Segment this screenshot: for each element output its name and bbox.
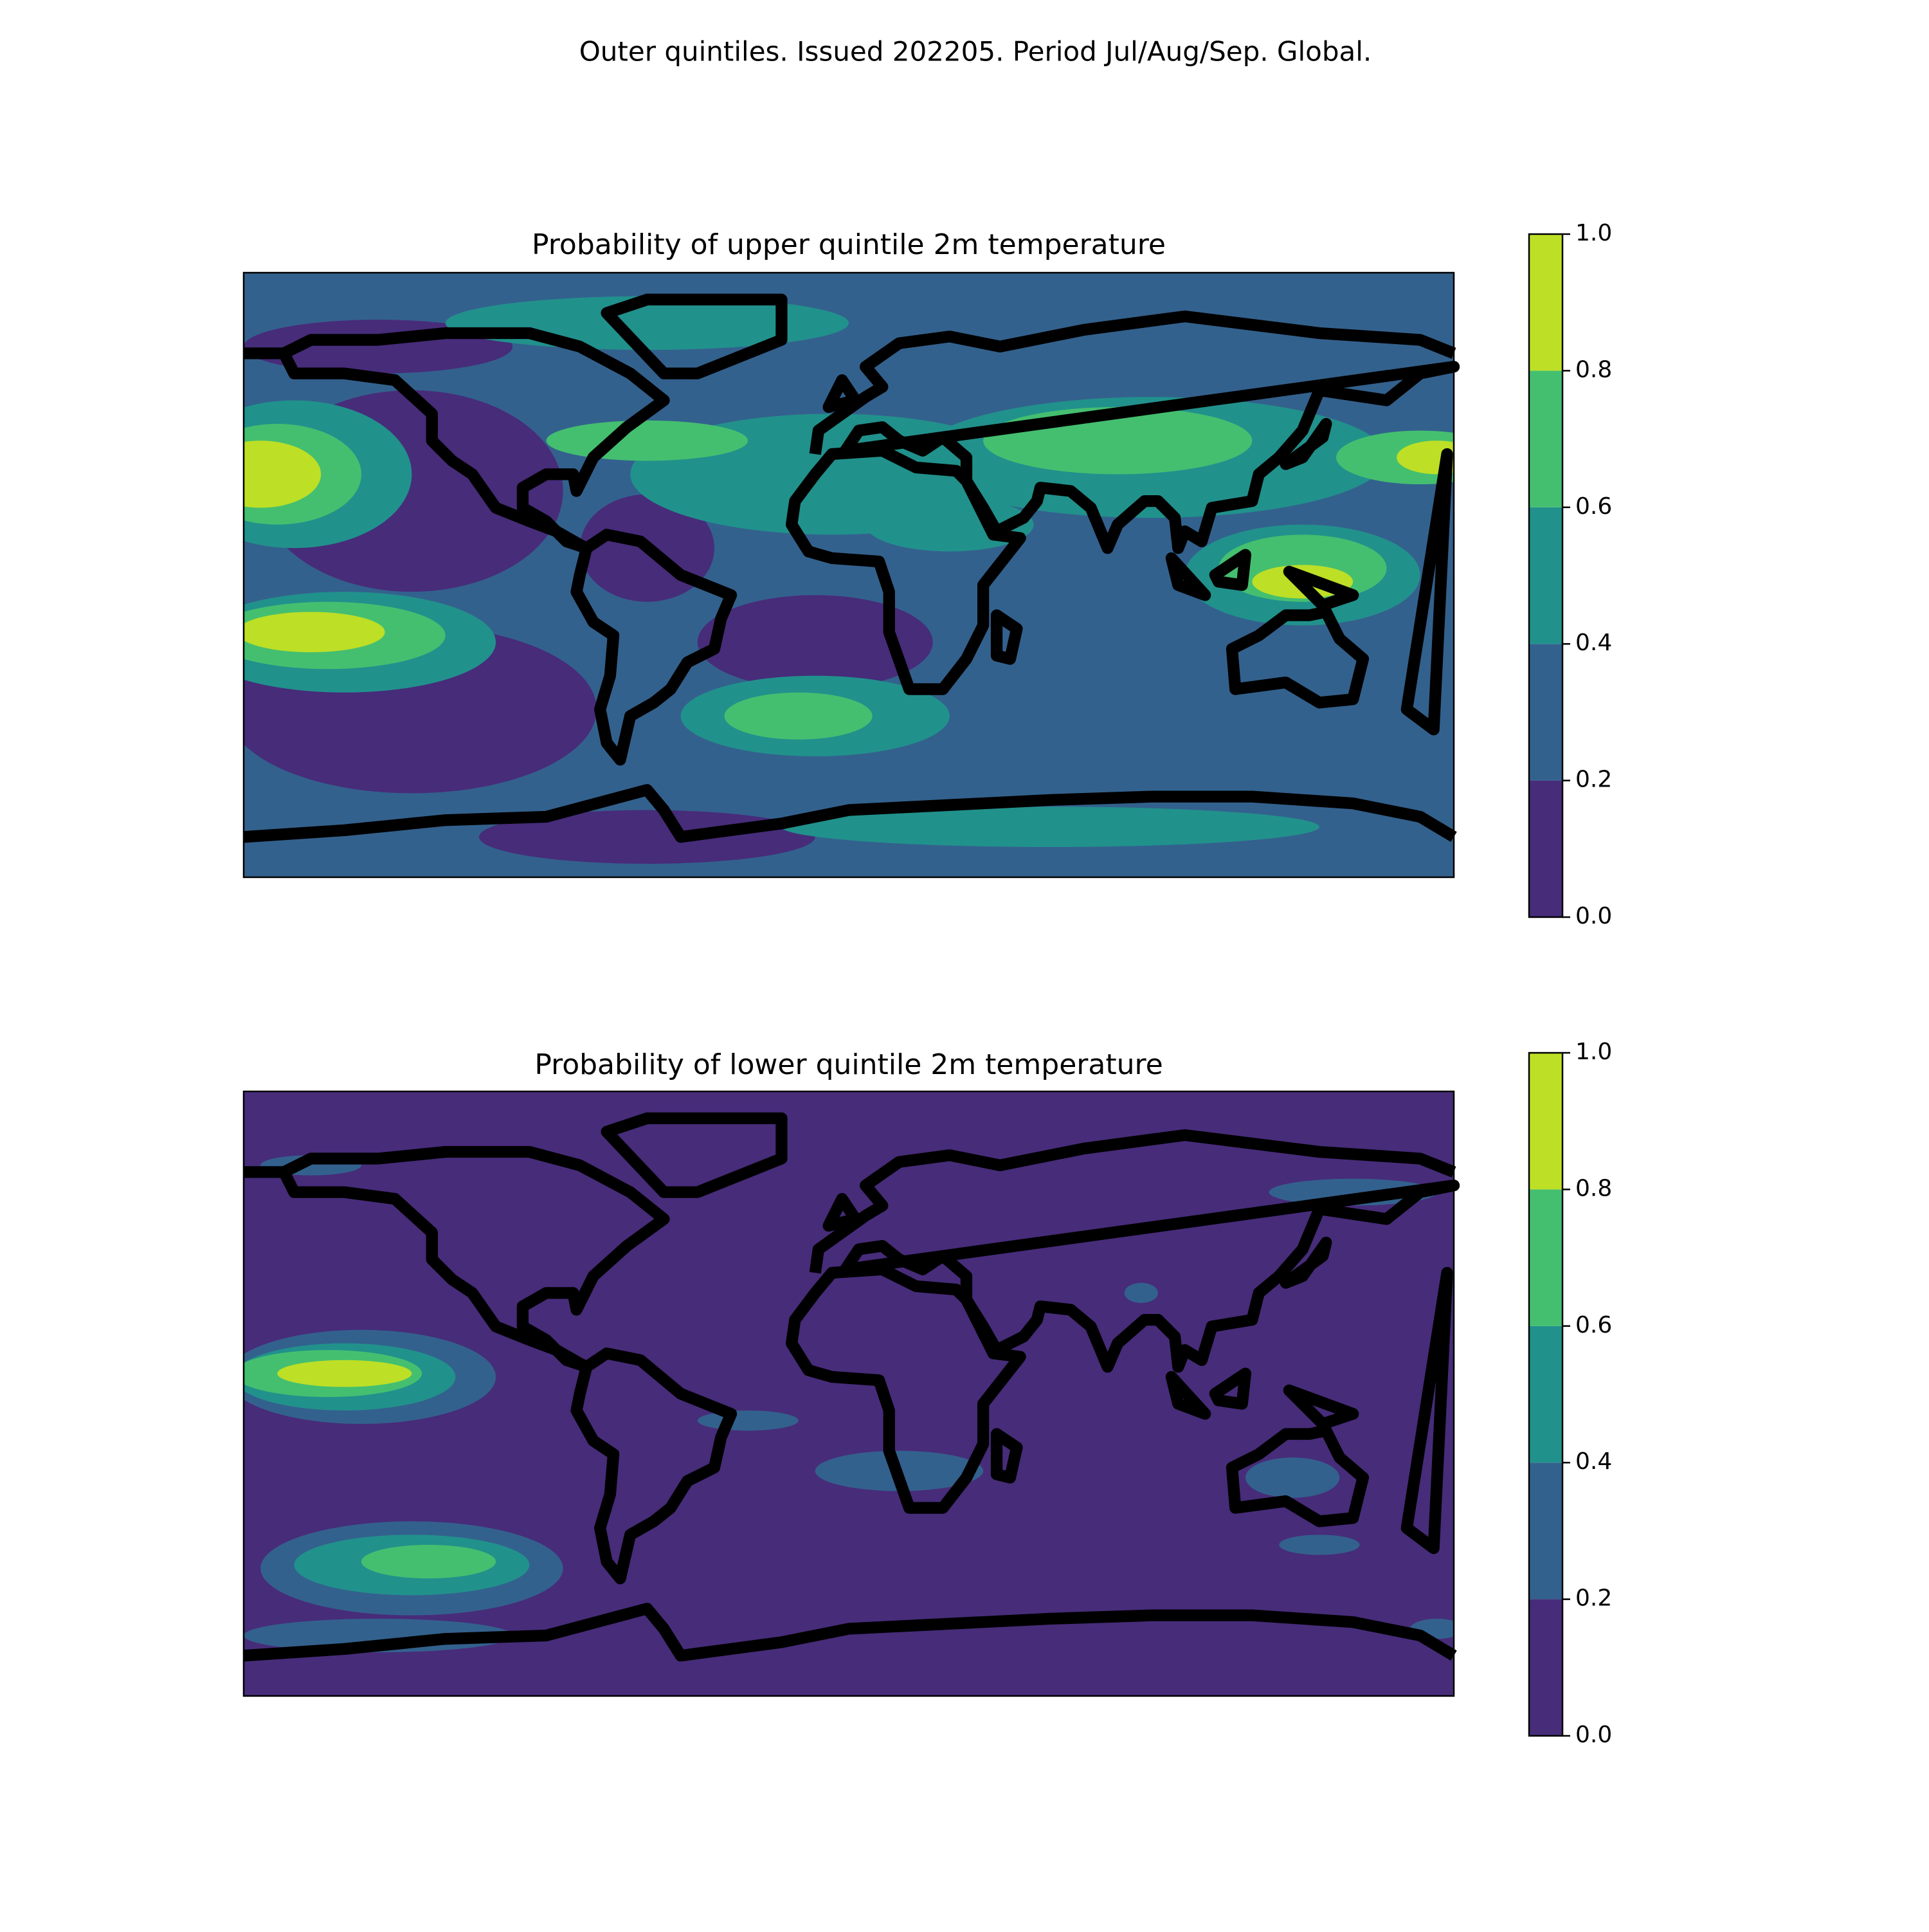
colorbar-segment bbox=[1529, 1463, 1562, 1599]
contour-region bbox=[1279, 1535, 1360, 1555]
colorbar-tick-label: 0.4 bbox=[1575, 630, 1612, 656]
colorbar-segment bbox=[1529, 1053, 1562, 1190]
colorbar-tick-label: 0.6 bbox=[1575, 1312, 1612, 1338]
colorbar-frame bbox=[1528, 1052, 1564, 1737]
map bbox=[176, 273, 1504, 877]
contour-region bbox=[1397, 441, 1454, 475]
contour-region bbox=[243, 441, 322, 508]
contour-region bbox=[361, 1544, 496, 1579]
contour-region bbox=[697, 1410, 799, 1431]
contour-region bbox=[478, 810, 815, 864]
map-title: Probability of upper quintile 2m tempera… bbox=[532, 228, 1166, 261]
colorbar-tick-label: 0.6 bbox=[1575, 493, 1612, 520]
map-title: Probability of lower quintile 2m tempera… bbox=[534, 1048, 1163, 1081]
map-frame bbox=[242, 1090, 1455, 1697]
colorbar-segment bbox=[1529, 1599, 1562, 1736]
colorbar-frame bbox=[1528, 233, 1564, 918]
figure-title: Outer quintiles. Issued 202205. Period J… bbox=[579, 36, 1372, 68]
colorbar-tick-label: 0.8 bbox=[1575, 1175, 1612, 1201]
map-panel: Probability of upper quintile 2m tempera… bbox=[176, 220, 1612, 929]
colorbar-segment bbox=[1529, 370, 1562, 507]
colorbar-tick-label: 0.0 bbox=[1575, 1722, 1612, 1748]
contour-region bbox=[781, 807, 1319, 847]
map-frame bbox=[242, 271, 1455, 879]
contour-region bbox=[697, 595, 933, 689]
colorbar-tick-label: 0.2 bbox=[1575, 767, 1612, 793]
colorbar-segment bbox=[1529, 644, 1562, 781]
colorbar-segment bbox=[1529, 507, 1562, 644]
colorbar-tick-label: 1.0 bbox=[1575, 220, 1612, 246]
colorbar-tick-label: 0.2 bbox=[1575, 1585, 1612, 1612]
contour-region bbox=[1245, 1457, 1340, 1498]
colorbar-tick-label: 1.0 bbox=[1575, 1039, 1612, 1065]
map bbox=[227, 1091, 1464, 1696]
colorbar-tick-label: 0.0 bbox=[1575, 903, 1612, 929]
colorbar-segment bbox=[1529, 1326, 1562, 1463]
contour-region bbox=[243, 612, 385, 653]
contour-region bbox=[724, 692, 873, 740]
colorbar-segment bbox=[1529, 1189, 1562, 1326]
map-panel: Probability of lower quintile 2m tempera… bbox=[227, 1039, 1612, 1748]
colorbar-segment bbox=[1529, 234, 1562, 371]
contour-region bbox=[546, 420, 748, 461]
colorbar-segment bbox=[1529, 780, 1562, 917]
colorbar-tick-label: 0.4 bbox=[1575, 1448, 1612, 1475]
contour-region bbox=[277, 1360, 412, 1387]
colorbar-tick-label: 0.8 bbox=[1575, 356, 1612, 383]
contour-region bbox=[1124, 1282, 1158, 1303]
